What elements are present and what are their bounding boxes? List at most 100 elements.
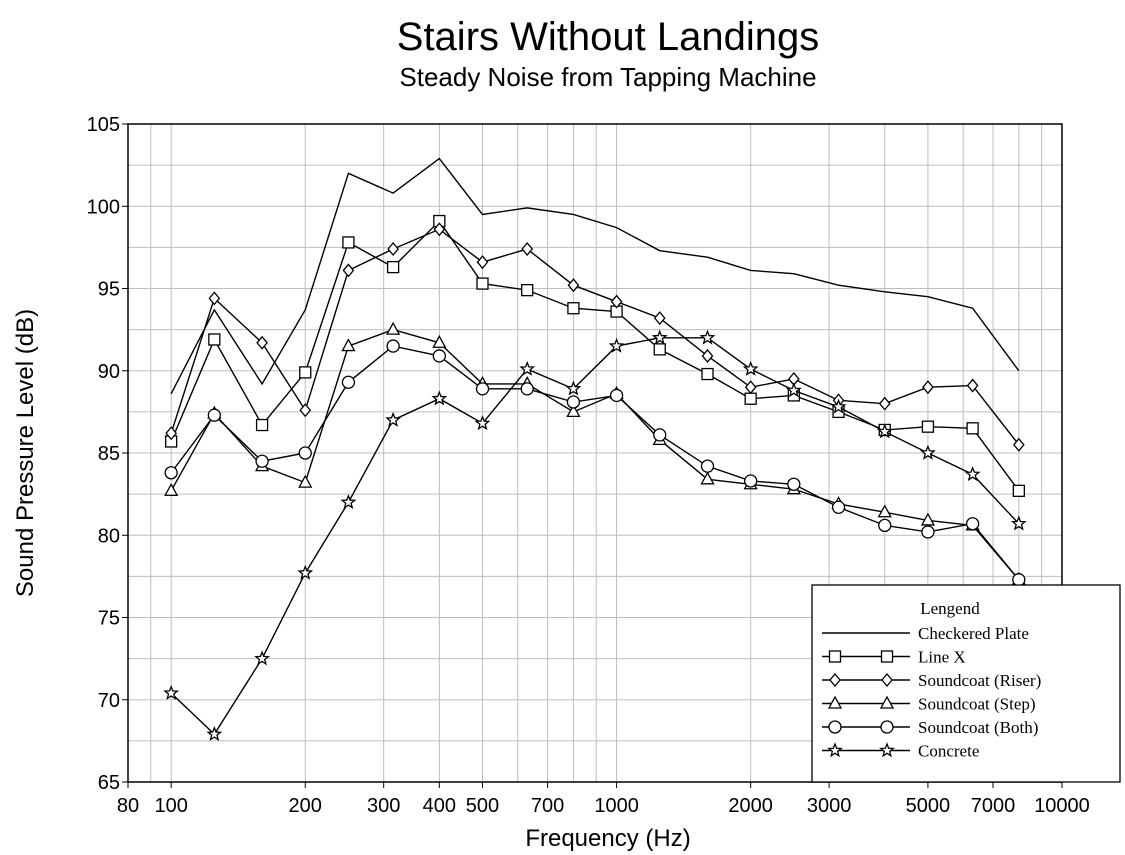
legend-marker bbox=[827, 695, 843, 709]
point-soundcoat-both bbox=[609, 388, 624, 403]
point-line-x bbox=[567, 302, 580, 315]
legend-label: Line X bbox=[918, 648, 966, 667]
point-soundcoat-riser bbox=[521, 242, 534, 257]
point-concrete bbox=[964, 466, 981, 482]
point-line-x bbox=[921, 420, 935, 433]
point-concrete bbox=[254, 650, 270, 666]
point-soundcoat-both bbox=[255, 454, 269, 468]
x-axis-label: Frequency (Hz) bbox=[525, 825, 690, 852]
legend-marker bbox=[879, 742, 895, 758]
point-soundcoat-riser bbox=[1012, 437, 1025, 452]
series-soundcoat-step bbox=[164, 321, 1026, 585]
point-soundcoat-step bbox=[877, 504, 892, 518]
x-tick-label: 7000 bbox=[971, 795, 1016, 817]
legend-label: Soundcoat (Riser) bbox=[918, 671, 1041, 690]
legend-item-soundcoat-riser: Soundcoat (Riser) bbox=[822, 671, 1041, 690]
point-soundcoat-step bbox=[341, 338, 356, 352]
point-soundcoat-both bbox=[207, 408, 221, 422]
x-tick-label: 5000 bbox=[906, 795, 951, 817]
point-concrete bbox=[830, 398, 847, 414]
point-concrete bbox=[1010, 515, 1027, 531]
point-soundcoat-riser bbox=[878, 396, 891, 411]
series-checkered-plate bbox=[170, 157, 1020, 395]
point-soundcoat-both bbox=[1012, 573, 1026, 587]
legend-title: Lengend bbox=[920, 599, 980, 618]
y-tick-label: 105 bbox=[87, 114, 120, 136]
point-line-x bbox=[701, 367, 714, 381]
point-line-x bbox=[255, 418, 269, 432]
legend-box bbox=[811, 584, 1121, 783]
series-line-concrete bbox=[170, 337, 1020, 736]
point-soundcoat-both bbox=[341, 375, 356, 389]
point-concrete bbox=[699, 329, 716, 345]
y-tick-label: 65 bbox=[98, 772, 120, 794]
legend-label: Soundcoat (Step) bbox=[918, 695, 1036, 714]
point-soundcoat-both bbox=[432, 349, 446, 363]
point-soundcoat-riser bbox=[256, 335, 268, 350]
y-tick-label: 70 bbox=[98, 690, 120, 712]
legend-marker bbox=[880, 720, 894, 734]
series-line-soundcoat-riser bbox=[170, 228, 1020, 446]
series-layer bbox=[163, 157, 1027, 742]
x-tick-label: 80 bbox=[117, 795, 139, 817]
point-concrete bbox=[742, 360, 759, 376]
y-tick-label: 75 bbox=[98, 608, 120, 630]
point-concrete bbox=[519, 360, 536, 376]
x-tick-label: 2000 bbox=[728, 795, 773, 817]
legend-item-checkered-plate: Checkered Plate bbox=[822, 624, 1029, 643]
legend-item-soundcoat-both: Soundcoat (Both) bbox=[822, 718, 1038, 737]
point-soundcoat-both bbox=[520, 382, 534, 396]
point-soundcoat-step bbox=[298, 474, 313, 488]
y-tick-label: 90 bbox=[98, 361, 120, 383]
series-line-checkered-plate bbox=[170, 157, 1020, 395]
series-soundcoat-both bbox=[164, 339, 1026, 587]
legend-marker bbox=[827, 742, 843, 758]
point-soundcoat-riser bbox=[966, 378, 979, 393]
x-tick-label: 500 bbox=[466, 795, 499, 817]
x-tick-label: 300 bbox=[367, 795, 400, 817]
series-concrete bbox=[163, 329, 1027, 742]
point-soundcoat-both bbox=[298, 446, 312, 460]
point-soundcoat-step bbox=[432, 334, 447, 348]
series-line-x bbox=[165, 214, 1025, 497]
point-soundcoat-both bbox=[744, 474, 758, 488]
point-concrete bbox=[474, 415, 491, 431]
point-concrete bbox=[163, 684, 180, 700]
point-soundcoat-riser bbox=[744, 380, 757, 395]
point-line-x bbox=[299, 366, 312, 379]
point-line-x bbox=[744, 392, 757, 405]
point-soundcoat-both bbox=[386, 339, 400, 353]
legend-label: Checkered Plate bbox=[918, 624, 1029, 643]
point-line-x bbox=[476, 277, 489, 290]
point-line-x bbox=[1012, 484, 1025, 497]
x-tick-label: 10000 bbox=[1034, 795, 1090, 817]
legend-item-soundcoat-step: Soundcoat (Step) bbox=[822, 695, 1036, 714]
point-soundcoat-riser bbox=[567, 278, 580, 293]
legend-marker bbox=[881, 672, 893, 688]
x-tick-label: 400 bbox=[423, 795, 456, 817]
point-soundcoat-both bbox=[164, 466, 178, 480]
x-tick-label: 700 bbox=[531, 795, 564, 817]
point-concrete bbox=[608, 337, 625, 353]
point-soundcoat-riser bbox=[476, 255, 489, 270]
point-soundcoat-riser bbox=[922, 380, 934, 395]
point-soundcoat-step bbox=[920, 512, 936, 526]
y-tick-label: 95 bbox=[98, 279, 120, 301]
point-soundcoat-step bbox=[386, 321, 401, 335]
legend: Lengend Checkered Plate Line X Soundcoat (R… bbox=[811, 584, 1121, 783]
legend-item-line-x: Line X bbox=[822, 648, 966, 667]
x-tick-label: 100 bbox=[154, 795, 187, 817]
point-soundcoat-riser bbox=[342, 263, 355, 278]
point-concrete bbox=[920, 444, 936, 460]
legend-item-concrete: Concrete bbox=[822, 742, 979, 761]
x-tick-label: 3000 bbox=[807, 795, 852, 817]
point-line-x bbox=[653, 343, 666, 356]
point-soundcoat-riser bbox=[701, 348, 714, 363]
legend-marker bbox=[828, 650, 842, 663]
point-soundcoat-riser bbox=[653, 311, 666, 326]
point-soundcoat-riser bbox=[610, 294, 623, 309]
point-line-x bbox=[342, 236, 355, 249]
x-tick-label: 200 bbox=[289, 795, 322, 817]
legend-marker bbox=[829, 672, 841, 688]
y-tick-label: 85 bbox=[98, 443, 120, 465]
